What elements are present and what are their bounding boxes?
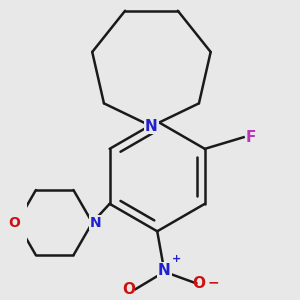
Text: F: F [246,130,256,145]
Text: O: O [8,216,20,230]
Text: −: − [208,275,219,289]
Text: O: O [193,276,206,291]
Text: O: O [122,282,135,297]
Text: +: + [172,254,182,265]
Text: N: N [145,119,158,134]
Text: N: N [158,263,171,278]
Text: N: N [89,216,101,230]
